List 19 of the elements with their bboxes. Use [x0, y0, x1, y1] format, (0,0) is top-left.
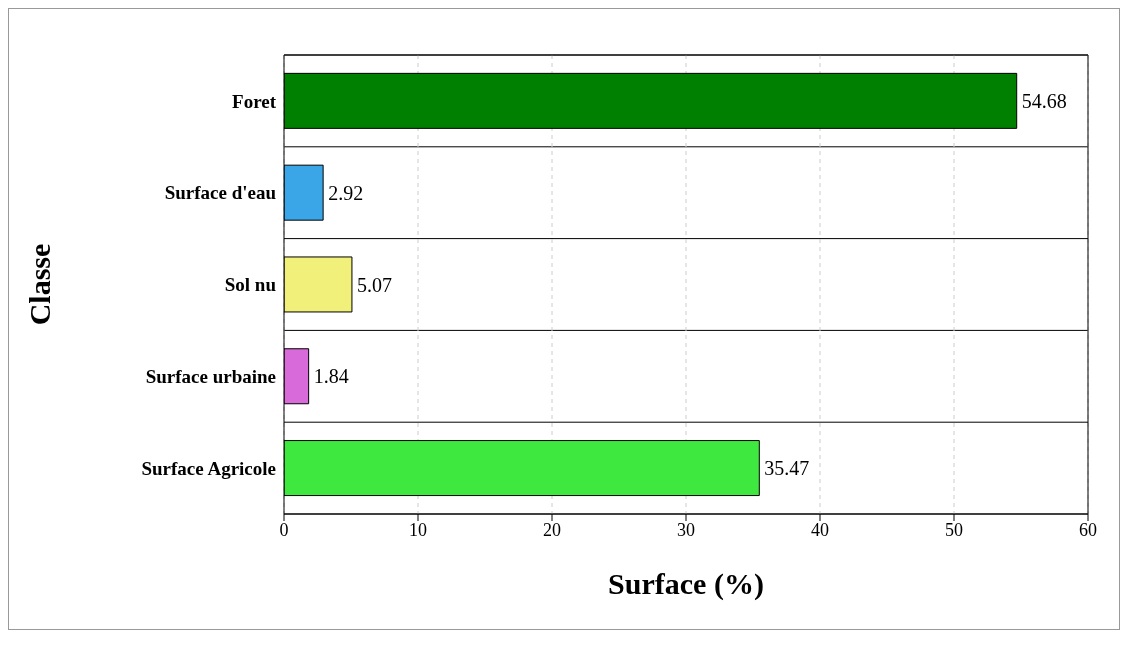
x-tick-label: 40 [811, 519, 829, 540]
data-label: 1.84 [313, 365, 349, 388]
x-tick-label: 10 [409, 519, 427, 540]
x-tick-label: 60 [1079, 519, 1097, 540]
y-tick-label: Sol nu [224, 274, 277, 296]
data-label: 2.92 [328, 181, 364, 204]
y-axis-title: Classe [22, 243, 56, 326]
x-axis-title: Surface (%) [608, 567, 764, 601]
data-label: 35.47 [764, 457, 810, 480]
x-tick-label: 50 [945, 519, 963, 540]
x-tick-label: 0 [279, 519, 289, 540]
y-tick-label: Surface urbaine [145, 366, 276, 388]
y-tick-label: Surface Agricole [141, 457, 276, 479]
y-tick-label: Foret [232, 90, 277, 112]
x-tick-label: 20 [543, 519, 561, 540]
x-tick-label: 30 [677, 519, 695, 540]
data-label: 54.68 [1021, 89, 1067, 112]
data-label: 5.07 [356, 273, 392, 296]
y-tick-label: Surface d'eau [164, 182, 277, 204]
